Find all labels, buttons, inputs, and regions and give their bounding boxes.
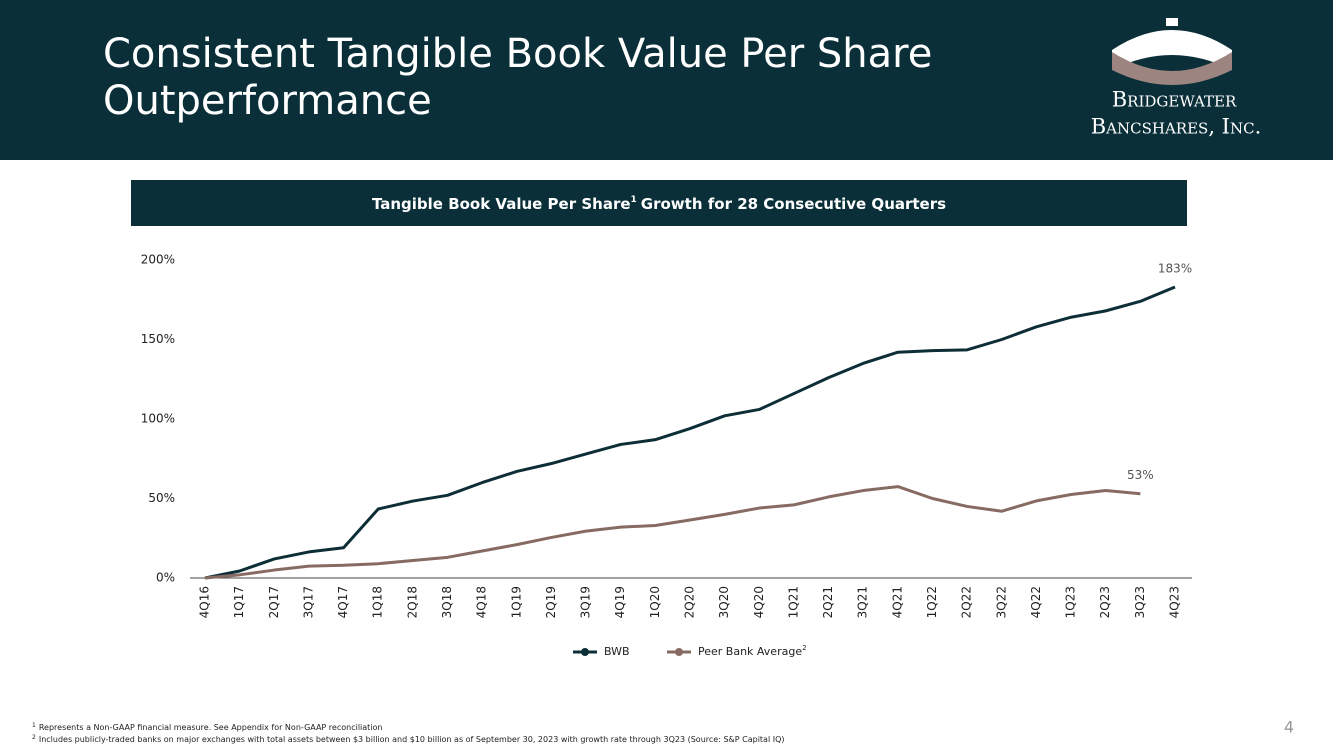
x-tick-label: 2Q23	[1098, 586, 1112, 618]
y-tick-label: 50%	[148, 491, 175, 505]
chart-title-text: Tangible Book Value Per Share	[372, 195, 631, 213]
series-line	[204, 485, 1141, 580]
x-tick-label: 1Q23	[1064, 586, 1078, 618]
footnote-mark: 1	[32, 722, 36, 729]
x-tick-label: 1Q21	[786, 586, 800, 618]
y-tick-label: 200%	[141, 253, 175, 267]
x-tick-label: 3Q22	[994, 586, 1008, 618]
chart-title: Tangible Book Value Per Share1 Growth for…	[372, 195, 946, 213]
x-tick-label: 4Q16	[198, 586, 212, 618]
x-tick-label: 4Q18	[475, 586, 489, 618]
footnote-text: Includes publicly-traded banks on major …	[39, 735, 785, 744]
x-tick-label: 2Q17	[267, 586, 281, 618]
x-tick-label: 2Q21	[821, 586, 835, 618]
x-tick-label: 3Q18	[440, 586, 454, 618]
x-tick-label: 4Q19	[613, 586, 627, 618]
series-line	[204, 285, 1176, 580]
x-tick-label: 4Q21	[890, 586, 904, 618]
y-tick-label: 0%	[156, 571, 175, 585]
footnote-text: Represents a Non-GAAP financial measure.…	[39, 723, 383, 732]
x-tick-label: 1Q22	[925, 586, 939, 618]
slide-title: Consistent Tangible Book Value Per Share	[103, 31, 932, 77]
x-tick-label: 1Q17	[232, 586, 246, 618]
footnote: 2 Includes publicly-traded banks on major…	[32, 734, 785, 744]
x-tick-label: 1Q18	[371, 586, 385, 618]
footnote-mark: 2	[32, 734, 36, 741]
legend-label: Peer Bank Average2	[698, 644, 807, 658]
x-tick-label: 4Q17	[336, 586, 350, 618]
footnote-mark: 2	[802, 644, 806, 652]
x-tick-label: 3Q17	[301, 586, 315, 618]
legend-swatch	[675, 648, 683, 656]
legend-text: BWB	[604, 645, 630, 658]
chart-banner	[131, 180, 1187, 226]
logo-mark	[1112, 18, 1232, 85]
x-tick-label: 4Q20	[752, 586, 766, 618]
x-tick-label: 1Q19	[509, 586, 523, 618]
x-tick-label: 3Q19	[579, 586, 593, 618]
chart-title-text: Growth for 28 Consecutive Quarters	[641, 195, 946, 213]
y-tick-label: 100%	[141, 412, 175, 426]
logo-text: Bancshares, Inc.	[1091, 115, 1262, 139]
data-label: 53%	[1127, 468, 1154, 482]
x-tick-label: 4Q23	[1168, 586, 1182, 618]
x-tick-label: 2Q22	[960, 586, 974, 618]
y-tick-label: 150%	[141, 332, 175, 346]
x-tick-label: 3Q20	[717, 586, 731, 618]
page-number: 4	[1284, 718, 1294, 737]
x-tick-label: 4Q22	[1029, 586, 1043, 618]
legend-text: Peer Bank Average	[698, 645, 802, 658]
x-tick-label: 3Q21	[856, 586, 870, 618]
x-tick-label: 2Q20	[683, 586, 697, 618]
data-label: 183%	[1158, 262, 1192, 276]
legend-swatch	[581, 648, 589, 656]
x-tick-label: 2Q18	[405, 586, 419, 618]
x-tick-label: 2Q19	[544, 586, 558, 618]
footnote: 1 Represents a Non-GAAP financial measure…	[32, 722, 383, 732]
slide-title: Outperformance	[103, 78, 432, 124]
footnote-mark: 1	[631, 195, 637, 205]
logo-text: Bridgewater	[1112, 88, 1237, 112]
x-tick-label: 1Q20	[648, 586, 662, 618]
header-band	[0, 0, 1333, 160]
x-tick-label: 3Q23	[1133, 586, 1147, 618]
legend-label: BWB	[604, 645, 630, 658]
